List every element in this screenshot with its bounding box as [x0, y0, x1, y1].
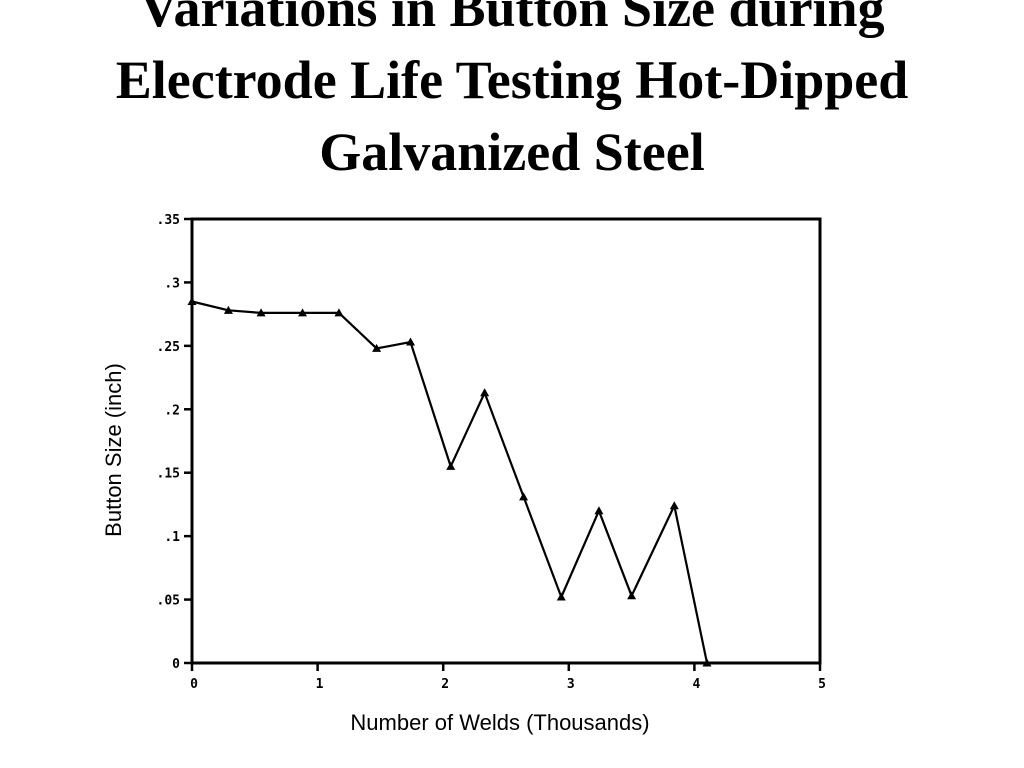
x-tick-label: 0 — [190, 677, 198, 692]
tick-marks — [184, 217, 822, 671]
data-point-marker — [334, 308, 344, 317]
data-point-marker — [223, 305, 233, 314]
series-line — [191, 300, 709, 664]
y-tick-label: 0 — [172, 657, 180, 672]
chart-title-line-2: Electrode Life Testing Hot-Dipped — [115, 50, 909, 110]
chart-title: Variations in Button Size during Electro… — [0, 0, 1024, 188]
chart-title-line-1: Variations in Button Size during — [139, 0, 885, 38]
y-tick-label: .15 — [157, 467, 180, 482]
data-point-marker — [594, 506, 604, 515]
x-tick-label: 3 — [567, 677, 575, 692]
data-point-marker — [446, 461, 456, 470]
data-point-marker — [480, 388, 490, 397]
data-point-marker — [627, 591, 637, 600]
y-tick-label: .1 — [164, 530, 180, 545]
x-axis-label: Number of Welds (Thousands) — [350, 710, 650, 735]
x-tick-label: 5 — [818, 677, 826, 692]
y-tick-label: .35 — [157, 213, 180, 228]
tick-labels: 0 .05 .1 .15 .2 .25 .3 .35 0 1 2 3 4 5 — [157, 213, 826, 692]
chart-title-line-3: Galvanized Steel — [319, 122, 705, 182]
y-tick-label: .05 — [157, 594, 180, 609]
y-tick-label: .2 — [164, 403, 180, 418]
data-point-marker — [187, 296, 197, 305]
plot-frame — [190, 217, 822, 665]
data-point-marker — [519, 492, 529, 501]
y-tick-label: .25 — [157, 340, 180, 355]
x-tick-label: 4 — [692, 677, 700, 692]
data-point-marker — [256, 308, 266, 317]
x-tick-label: 2 — [441, 677, 449, 692]
data-point-marker — [556, 592, 566, 601]
data-point-marker — [372, 343, 382, 352]
y-axis-label: Button Size (inch) — [101, 363, 126, 537]
axes — [190, 217, 822, 665]
data-point-marker — [669, 501, 679, 510]
data-point-marker — [298, 308, 308, 317]
x-tick-label: 1 — [316, 677, 324, 692]
series-layer — [187, 296, 712, 667]
y-tick-label: .3 — [164, 276, 180, 291]
data-point-marker — [702, 658, 712, 667]
data-point-marker — [406, 337, 416, 346]
